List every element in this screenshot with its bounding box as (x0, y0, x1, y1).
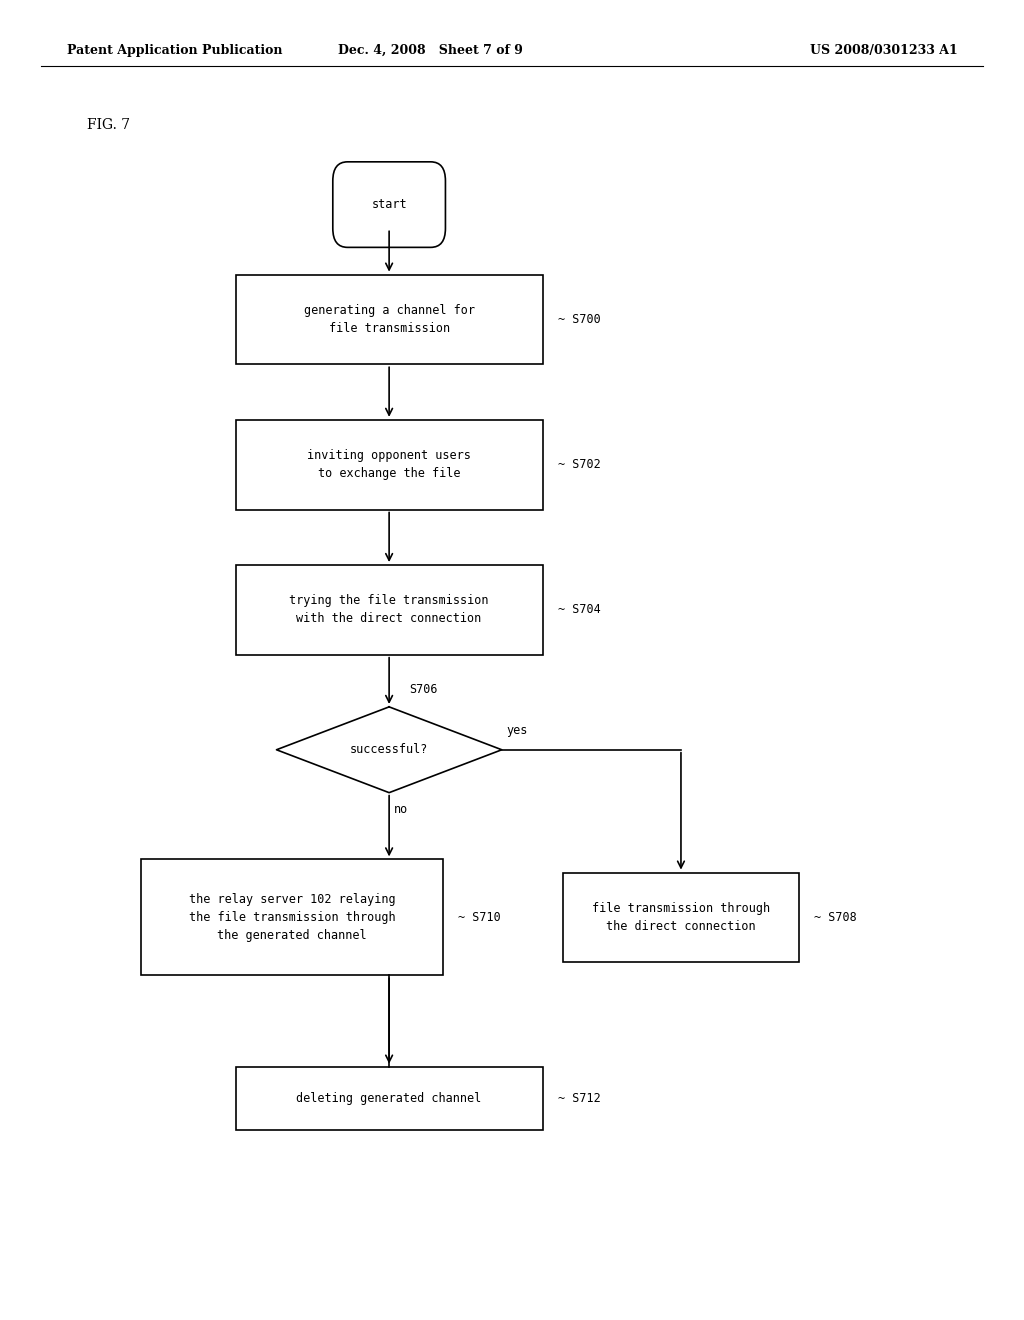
Text: inviting opponent users
to exchange the file: inviting opponent users to exchange the … (307, 449, 471, 480)
Text: US 2008/0301233 A1: US 2008/0301233 A1 (810, 44, 957, 57)
Text: ~ S710: ~ S710 (459, 911, 501, 924)
FancyBboxPatch shape (140, 859, 442, 975)
Text: successful?: successful? (350, 743, 428, 756)
Text: S706: S706 (410, 684, 438, 697)
Text: ~ S704: ~ S704 (558, 603, 601, 616)
Text: yes: yes (507, 723, 528, 737)
Text: ~ S702: ~ S702 (558, 458, 601, 471)
Text: start: start (372, 198, 407, 211)
Polygon shape (276, 708, 502, 792)
FancyBboxPatch shape (236, 420, 543, 510)
Text: no: no (394, 803, 409, 816)
Text: ~ S708: ~ S708 (814, 911, 857, 924)
Text: ~ S700: ~ S700 (558, 313, 601, 326)
Text: file transmission through
the direct connection: file transmission through the direct con… (592, 902, 770, 933)
Text: the relay server 102 relaying
the file transmission through
the generated channe: the relay server 102 relaying the file t… (188, 892, 395, 942)
FancyBboxPatch shape (333, 162, 445, 247)
FancyBboxPatch shape (236, 565, 543, 655)
Text: ~ S712: ~ S712 (558, 1092, 601, 1105)
FancyBboxPatch shape (236, 275, 543, 364)
Text: trying the file transmission
with the direct connection: trying the file transmission with the di… (290, 594, 488, 626)
FancyBboxPatch shape (236, 1067, 543, 1130)
Text: Patent Application Publication: Patent Application Publication (67, 44, 282, 57)
Text: deleting generated channel: deleting generated channel (297, 1092, 481, 1105)
Text: FIG. 7: FIG. 7 (87, 119, 130, 132)
Text: Dec. 4, 2008   Sheet 7 of 9: Dec. 4, 2008 Sheet 7 of 9 (338, 44, 522, 57)
FancyBboxPatch shape (563, 873, 799, 962)
Text: generating a channel for
file transmission: generating a channel for file transmissi… (304, 304, 474, 335)
